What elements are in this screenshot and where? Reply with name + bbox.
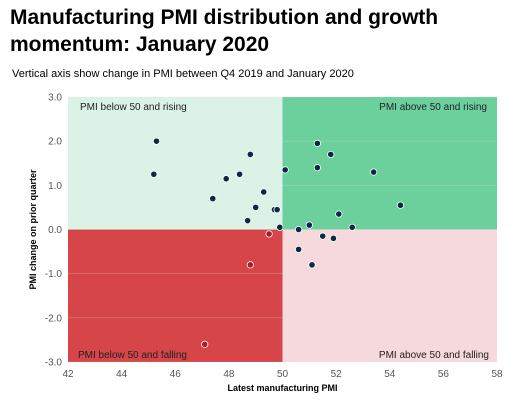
data-point [348,223,356,231]
grid-lines [68,96,497,363]
data-point [244,217,252,225]
quadrant-top-left [68,97,283,230]
y-axis-ticks: 3.0 2.0 1.0 0.0 -1.0 -2.0 -3.0 [45,93,63,369]
data-point [152,137,161,145]
x-tick-label: 54 [384,369,396,380]
data-point [246,261,254,269]
data-point [396,201,405,209]
y-tick-label: 2.0 [48,137,62,148]
y-tick-label: -3.0 [45,358,63,369]
quadrant-label-bottom-left: PMI below 50 and falling [78,350,187,361]
x-tick-label: 48 [223,369,235,380]
y-tick-label: -2.0 [45,313,63,324]
y-tick-label: 3.0 [48,93,62,104]
quadrant-labels: PMI below 50 and rising PMI above 50 and … [78,102,489,361]
y-tick-label: 1.0 [48,181,62,192]
quadrant-bottom-left [68,229,283,362]
data-point [319,232,327,240]
quadrant-label-bottom-right: PMI above 50 and falling [379,350,489,361]
data-point [313,164,321,172]
chart-subtitle: Vertical axis show change in PMI between… [12,68,354,80]
quadrant-top-right [282,97,497,230]
quadrant-label-top-right: PMI above 50 and rising [379,102,487,113]
quadrant-bottom-right [282,229,497,362]
data-point [370,168,378,176]
data-point [201,340,209,348]
quadrant-label-top-left: PMI below 50 and rising [80,102,187,113]
quadrant-backgrounds [68,97,497,362]
x-tick-label: 50 [277,369,289,380]
data-point [308,261,316,269]
data-point [265,230,273,238]
data-point [281,166,289,174]
x-tick-label: 42 [62,369,74,380]
y-axis-title: PMI change on prior quarter [28,169,38,290]
data-point [327,150,335,159]
data-point [294,245,303,253]
y-tick-label: 0.0 [48,225,62,236]
data-point [252,203,260,212]
data-point [294,225,303,234]
data-point [273,206,281,214]
x-tick-label: 58 [491,369,503,380]
data-point [305,221,313,229]
data-point [313,139,321,147]
chart-title: Manufacturing PMI distribution and growt… [10,6,439,56]
data-point [209,194,217,203]
y-tick-label: -1.0 [45,269,63,280]
x-tick-label: 52 [331,369,343,380]
data-point [329,234,338,242]
data-point [236,170,244,178]
data-point [335,210,343,218]
data-point [150,170,158,178]
data-point [260,188,268,196]
data-point [276,223,284,231]
x-tick-label: 44 [116,369,128,380]
x-tick-label: 46 [170,369,182,380]
x-axis-title: Latest manufacturing PMI [227,383,337,393]
x-axis-ticks: 42 44 46 48 50 52 54 56 58 [62,369,503,380]
data-point [246,150,254,159]
data-point [222,175,230,183]
x-tick-label: 56 [438,369,450,380]
data-points [150,137,405,348]
